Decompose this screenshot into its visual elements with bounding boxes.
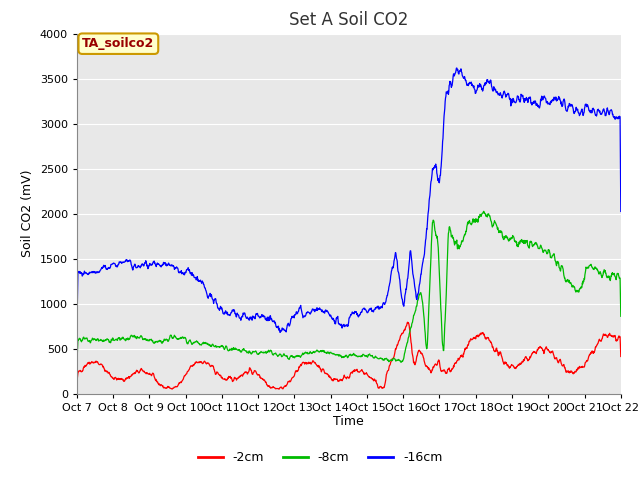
-2cm	[325, 374, 333, 380]
-16cm	[115, 261, 123, 266]
Title: Set A Soil CO2: Set A Soil CO2	[289, 11, 408, 29]
X-axis label: Time: Time	[333, 415, 364, 429]
-8cm	[315, 349, 323, 355]
-16cm	[617, 209, 625, 215]
-16cm	[73, 332, 81, 337]
Line: -8cm: -8cm	[77, 211, 621, 367]
-2cm	[137, 366, 145, 372]
Y-axis label: Soil CO2 (mV): Soil CO2 (mV)	[21, 170, 34, 257]
Legend: -2cm, -8cm, -16cm: -2cm, -8cm, -16cm	[193, 446, 447, 469]
-2cm	[617, 354, 625, 360]
-2cm	[115, 375, 123, 381]
-8cm	[73, 364, 81, 370]
-16cm	[453, 65, 461, 71]
-8cm	[137, 333, 145, 338]
-8cm	[325, 349, 333, 355]
-2cm	[404, 319, 412, 325]
-16cm	[325, 311, 333, 316]
-2cm	[383, 371, 390, 377]
-8cm	[304, 350, 312, 356]
-16cm	[383, 296, 390, 301]
-16cm	[304, 309, 312, 315]
Line: -16cm: -16cm	[77, 68, 621, 335]
-2cm	[304, 361, 312, 367]
-16cm	[137, 264, 145, 269]
Text: TA_soilco2: TA_soilco2	[82, 37, 154, 50]
-8cm	[383, 355, 390, 361]
-8cm	[617, 313, 625, 319]
Line: -2cm: -2cm	[77, 322, 621, 389]
-8cm	[480, 208, 488, 214]
-16cm	[315, 306, 323, 312]
-2cm	[73, 381, 81, 387]
-2cm	[168, 386, 176, 392]
-2cm	[316, 363, 323, 369]
-8cm	[115, 336, 123, 341]
